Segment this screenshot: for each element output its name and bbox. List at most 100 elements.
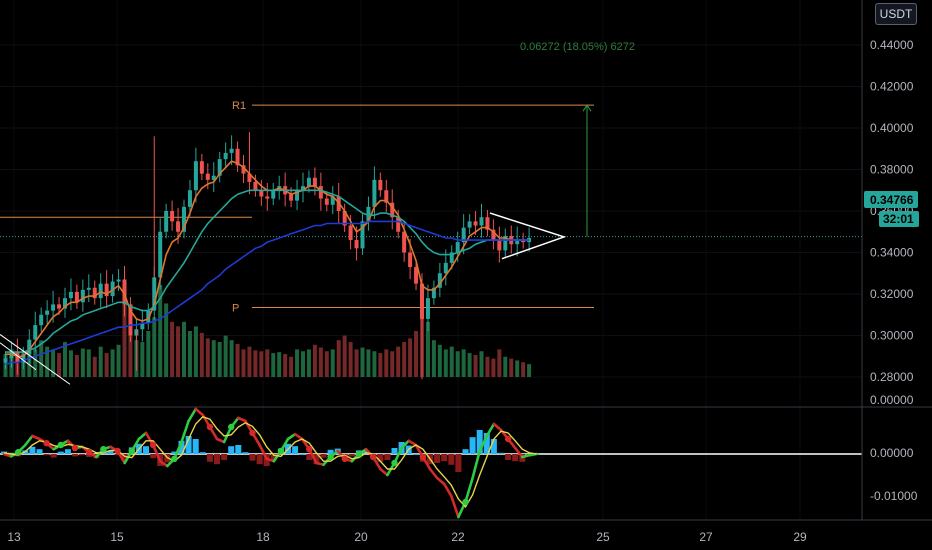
osc-histogram-bar	[178, 440, 185, 454]
volume-bar	[265, 349, 270, 377]
candle-body	[372, 179, 377, 207]
osc-fast-line	[471, 449, 482, 480]
volume-bar	[408, 338, 413, 377]
volume-bar	[217, 342, 222, 377]
candle-body	[330, 196, 335, 205]
volume-bar	[479, 351, 484, 377]
osc-cross-dot	[43, 440, 50, 447]
volume-bar	[414, 331, 419, 377]
candle-body	[104, 283, 109, 297]
osc-histogram-bar	[235, 445, 242, 454]
candle-body	[140, 323, 145, 330]
osc-histogram-bar	[150, 454, 157, 459]
candle-body	[152, 277, 157, 311]
pivot-p-label: P	[232, 302, 239, 314]
candle-body	[223, 152, 228, 160]
volume-bar	[241, 349, 246, 377]
trendline-segment	[0, 334, 71, 385]
osc-histogram-bar	[192, 439, 199, 454]
candle-body	[253, 181, 258, 191]
currency-selector-button[interactable]: USDT	[875, 3, 917, 25]
osc-fast-line	[258, 443, 269, 461]
osc-histogram-bar	[57, 451, 64, 454]
volume-bar	[402, 342, 407, 377]
volume-bar	[247, 346, 252, 377]
volume-bar	[306, 349, 311, 377]
volume-bar	[110, 349, 115, 377]
candle-body	[414, 267, 419, 284]
osc-fast-line	[428, 467, 439, 480]
candle-body	[158, 231, 163, 278]
countdown-value: 32:01	[883, 212, 914, 226]
volume-bar	[455, 351, 460, 377]
candle-body	[515, 240, 520, 245]
osc-cross-dot	[249, 429, 256, 437]
osc-fast-line	[513, 446, 524, 459]
osc-histogram-bar	[249, 454, 256, 461]
osc-histogram-bar	[462, 449, 469, 454]
osc-histogram-bar	[391, 448, 398, 454]
volume-bar	[354, 349, 359, 377]
osc-fast-line	[407, 439, 418, 447]
candle-body	[98, 283, 103, 299]
candle-body	[324, 198, 329, 205]
volume-bar	[140, 342, 145, 377]
candle-body	[21, 354, 26, 363]
price-tick-label: 0.28000	[870, 370, 914, 384]
candle-body	[122, 279, 127, 305]
volume-bar	[289, 356, 294, 377]
osc-histogram-bar	[86, 454, 93, 457]
candle-body	[437, 273, 442, 288]
volume-bar	[199, 332, 204, 377]
time-axis-labels[interactable]: 13 15 18 20 22 25 27 29	[7, 530, 807, 544]
osc-cross-dot	[71, 444, 79, 452]
osc-histogram-bar	[377, 454, 384, 462]
osc-histogram-bar	[384, 454, 391, 460]
candle-body	[39, 314, 44, 326]
volume-bar	[193, 326, 198, 377]
volume-bar	[295, 349, 300, 377]
candle-body	[229, 148, 234, 153]
osc-histogram-bar	[121, 454, 128, 462]
volume-bar	[86, 349, 91, 377]
osc-cross-dot	[128, 447, 135, 455]
candle-body	[473, 221, 478, 226]
candle-body	[15, 352, 20, 363]
osc-histogram-bar	[306, 454, 313, 460]
volume-bar	[92, 356, 97, 377]
volume-bar	[63, 342, 67, 377]
osc-cross-dot	[100, 446, 107, 453]
chart-drawings: 0.06272 (18.05%) 6272	[0, 41, 635, 385]
countdown-tag: 32:01	[879, 211, 919, 227]
candle-body	[289, 194, 294, 201]
osc-cross-dot	[149, 441, 157, 449]
volume-bar	[158, 285, 163, 377]
volume-bar	[182, 321, 186, 377]
osc-histogram-bar	[36, 449, 43, 454]
candle-body	[384, 190, 389, 203]
osc-cross-dot	[306, 446, 313, 453]
volume-bar	[98, 346, 103, 377]
osc-histogram-bar	[72, 454, 78, 457]
time-tick-label: 25	[596, 530, 610, 544]
osc-cross-dot	[57, 441, 64, 449]
volume-bar	[360, 347, 365, 377]
osc-histogram-bar	[107, 450, 114, 454]
candle-body	[193, 161, 198, 191]
osc-cross-dot	[327, 453, 334, 461]
volume-bar	[324, 351, 329, 377]
candle-body	[497, 240, 502, 251]
ma-mid-line	[5, 189, 530, 353]
osc-histogram-bar	[512, 454, 519, 462]
candle-body	[164, 211, 169, 232]
osc-histogram-bar	[292, 446, 299, 454]
volume-bar	[283, 354, 288, 377]
volume-bar	[312, 344, 317, 377]
osc-histogram-bar	[483, 433, 490, 454]
trendline-segment	[0, 342, 37, 371]
osc-histogram-bar	[455, 454, 462, 472]
osc-fast-line	[464, 476, 474, 504]
candle-body	[408, 252, 413, 268]
osc-cross-dot	[228, 423, 235, 431]
